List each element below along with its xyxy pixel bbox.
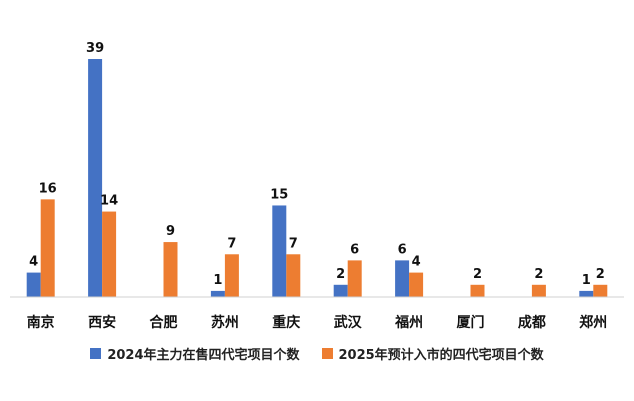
data-label-series-2-3: 9 [166,224,175,239]
data-label-series-2-1: 16 [39,181,57,196]
legend-swatch-series-2 [321,348,333,359]
legend-item-series-1: 2024年主力在售四代宅项目个数 [90,344,300,363]
bars-group [26,59,608,297]
bar-series-2-4 [224,254,239,297]
category-label-6: 武汉 [334,314,363,331]
data-label-series-2-10: 2 [596,267,605,282]
category-label-5: 重庆 [272,314,300,331]
category-label-2: 西安 [88,314,116,331]
data-label-series-2-6: 6 [350,242,359,257]
category-label-9: 成都 [518,314,546,331]
data-label-series-1-5: 15 [270,187,288,202]
data-label-series-2-4: 7 [227,236,236,251]
legend-item-series-2: 2025年预计入市的四代宅项目个数 [321,344,544,363]
data-label-series-1-7: 6 [398,242,407,257]
bar-series-1-4 [210,290,225,297]
data-label-series-1-4: 1 [213,273,222,288]
bar-series-1-6 [333,284,348,297]
bar-series-2-7 [409,272,424,297]
category-label-8: 厦门 [457,314,485,331]
bar-series-2-2 [102,211,117,297]
bar-series-1-1 [26,272,41,297]
bar-series-2-9 [531,284,546,297]
legend-label-series-1: 2024年主力在售四代宅项目个数 [107,348,300,363]
data-label-series-2-2: 14 [100,194,118,209]
category-label-3: 合肥 [150,314,178,331]
bar-series-2-5 [286,254,301,297]
data-label-series-1-1: 4 [29,255,38,270]
data-label-series-1-2: 39 [86,41,104,56]
bar-series-2-10 [593,284,608,297]
legend-swatch-series-1 [90,348,102,359]
category-label-10: 郑州 [579,314,607,331]
category-label-4: 苏州 [211,314,239,331]
category-label-7: 福州 [394,314,423,331]
bar-series-1-5 [272,205,287,297]
data-label-series-2-8: 2 [473,267,482,282]
bar-series-2-8 [470,284,485,297]
legend-label-series-2: 2025年预计入市的四代宅项目个数 [338,348,544,363]
bar-series-2-6 [347,260,362,297]
bar-series-1-2 [88,59,103,297]
bar-series-2-1 [40,199,55,297]
data-label-series-1-10: 1 [582,273,591,288]
bar-series-2-3 [163,242,178,297]
category-labels-group: 南京 西安 合肥 苏州 重庆 武汉 福州 厦门 成都 郑州 [27,314,608,331]
data-label-series-2-5: 7 [289,236,298,251]
bar-series-1-7 [395,260,410,297]
category-label-1: 南京 [27,314,55,331]
data-label-series-1-6: 2 [336,267,345,282]
data-label-series-2-7: 4 [412,255,421,270]
data-label-series-2-9: 2 [534,267,543,282]
legend: 2024年主力在售四代宅项目个数 2025年预计入市的四代宅项目个数 [0,344,634,363]
bar-series-1-10 [579,290,594,297]
